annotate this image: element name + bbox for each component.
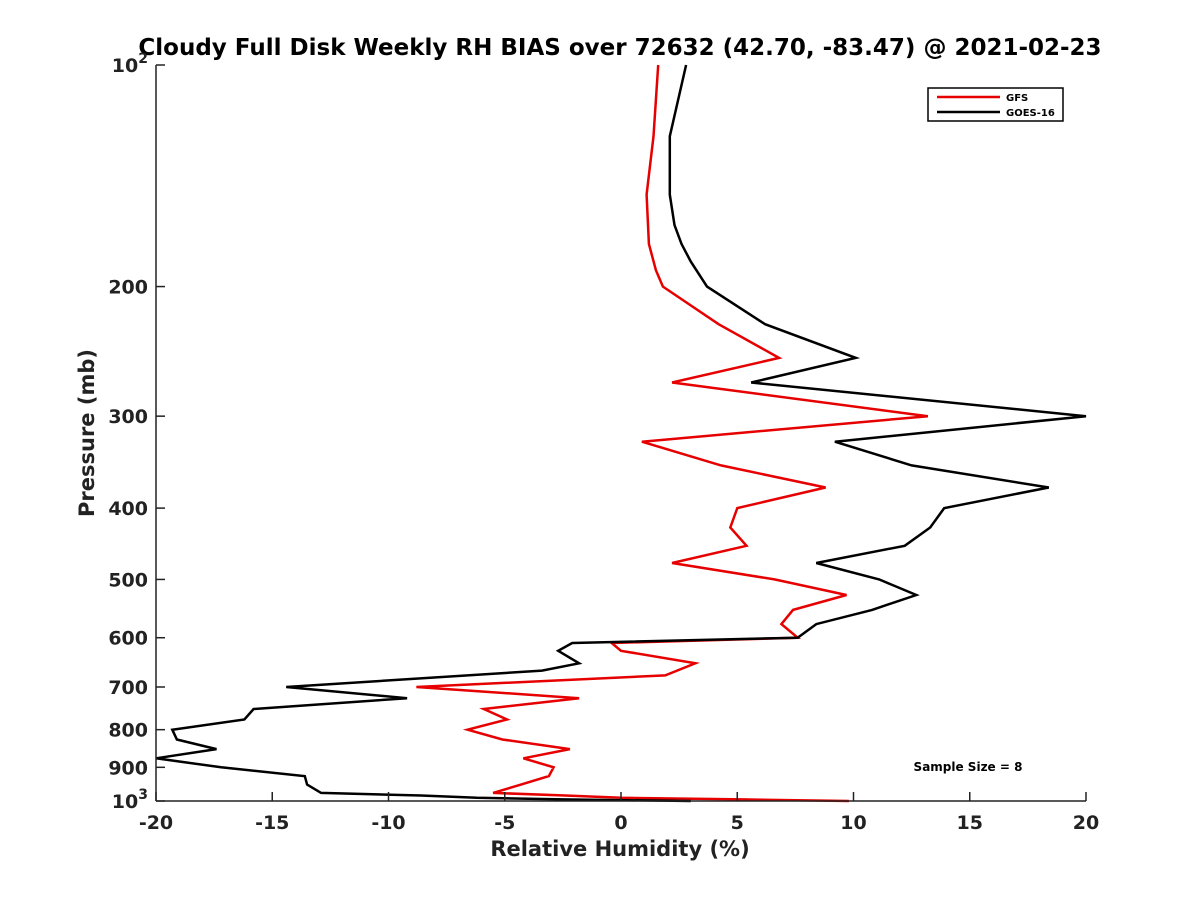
chart-title: Cloudy Full Disk Weekly RH BIAS over 726… [138,35,1101,61]
legend: GFS GOES-16 [927,87,1064,122]
y-tick-label: 500 [108,569,148,591]
y-tick-label: 300 [108,406,148,428]
legend-box [927,87,1064,122]
ticks-layer: -20 -15 -10 -5 0 5 10 15 20 102 200 300 400 500 600 700… [108,51,1099,834]
y-tick-label: 700 [108,677,148,699]
y-axis-label: Pressure (mb) [75,349,99,517]
x-tick-label: 20 [1073,812,1099,834]
y-tick-label: 200 [108,277,148,299]
series-line-goes16 [155,64,1087,803]
x-tick-label: -5 [494,812,515,834]
legend-label-goes16: GOES-16 [1006,108,1055,119]
x-tick-label: -10 [371,812,405,834]
x-tick-label: -20 [139,812,173,834]
y-tick-label: 102 [112,51,148,77]
series-layer [155,64,1087,803]
y-tick-label: 900 [108,757,148,779]
x-tick-label: 0 [614,812,627,834]
series-line-gfs [416,64,929,803]
y-tick-label: 103 [112,787,148,813]
sample-size-annotation: Sample Size = 8 [914,760,1023,774]
legend-label-gfs: GFS [1006,93,1028,104]
axes-layer [155,65,1086,802]
x-tick-label: 15 [957,812,983,834]
y-tick-label: 600 [108,628,148,650]
x-axis-label: Relative Humidity (%) [490,837,749,861]
x-tick-label: 5 [731,812,744,834]
x-tick-label: -15 [255,812,289,834]
y-tick-label: 800 [108,720,148,742]
y-tick-label: 400 [108,498,148,520]
x-tick-label: 10 [840,812,866,834]
